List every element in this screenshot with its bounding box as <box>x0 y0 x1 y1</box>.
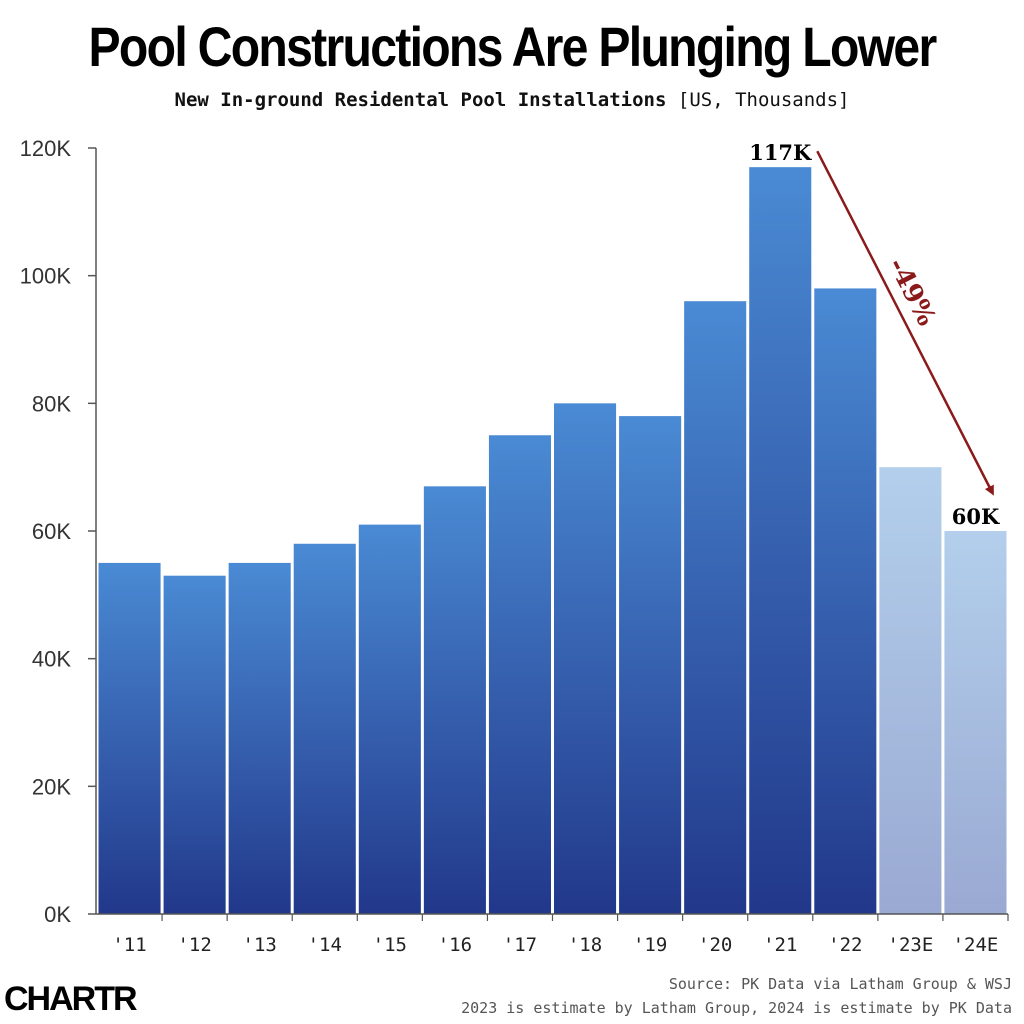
bar-23E <box>879 467 942 914</box>
bar-21 <box>749 167 812 914</box>
data-label: 117K <box>749 140 812 165</box>
bar-20 <box>684 301 747 914</box>
x-tick-label: '11 <box>112 934 146 956</box>
data-label: 60K <box>952 504 1000 529</box>
x-tick-label: '24E <box>953 934 999 956</box>
x-tick-label: '17 <box>503 934 537 956</box>
y-tick-label: 60K <box>32 519 71 544</box>
y-tick-label: 80K <box>32 391 71 416</box>
bar-15 <box>358 524 421 914</box>
x-axis: '11 '12 '13 '14 '15 '16 '17 '18 '19 '20 '21 '22 '23E… <box>96 913 1009 956</box>
x-tick-label: '16 <box>438 934 472 956</box>
change-arrow <box>816 150 994 496</box>
x-tick-label: '19 <box>633 934 667 956</box>
x-tick-label: '23E <box>888 934 934 956</box>
source-note: Source: PK Data via Latham Group & WSJ <box>668 975 1012 993</box>
bar-14 <box>293 543 356 914</box>
x-tick-label: '14 <box>308 934 342 956</box>
y-tick-label: 100K <box>20 264 72 289</box>
x-tick-label: '21 <box>763 934 797 956</box>
bar-24E <box>944 531 1007 914</box>
x-tick-label: '12 <box>177 934 211 956</box>
estimate-note: 2023 is estimate by Latham Group, 2024 i… <box>461 999 1012 1017</box>
chart-title: Pool Constructions Are Plunging Lower <box>88 15 938 78</box>
y-axis: 0K 20K 40K 60K 80K 100K 120K <box>20 136 97 927</box>
bar-13 <box>228 562 291 914</box>
data-labels: 117K 60K <box>749 140 1000 529</box>
y-tick-label: 20K <box>32 774 71 799</box>
chart-subtitle: New In-ground Residental Pool Installati… <box>0 89 1024 111</box>
bars <box>98 167 1007 914</box>
subtitle-unit: [US, Thousands] <box>677 89 850 111</box>
x-tick-label: '20 <box>698 934 732 956</box>
bar-22 <box>814 288 877 914</box>
y-tick-label: 0K <box>44 902 71 927</box>
bar-12 <box>163 575 226 914</box>
bar-17 <box>488 435 551 914</box>
bar-16 <box>423 486 486 914</box>
y-tick-label: 120K <box>20 136 72 161</box>
bar-11 <box>98 562 161 914</box>
chartr-logo: CHARTR <box>4 980 138 1018</box>
y-tick-label: 40K <box>32 647 71 672</box>
bar-18 <box>554 403 617 914</box>
x-tick-label: '13 <box>243 934 277 956</box>
x-tick-label: '22 <box>828 934 862 956</box>
bar-19 <box>619 416 682 914</box>
subtitle-main: New In-ground Residental Pool Installati… <box>174 89 667 111</box>
x-tick-label: '18 <box>568 934 602 956</box>
x-tick-label: '15 <box>373 934 407 956</box>
